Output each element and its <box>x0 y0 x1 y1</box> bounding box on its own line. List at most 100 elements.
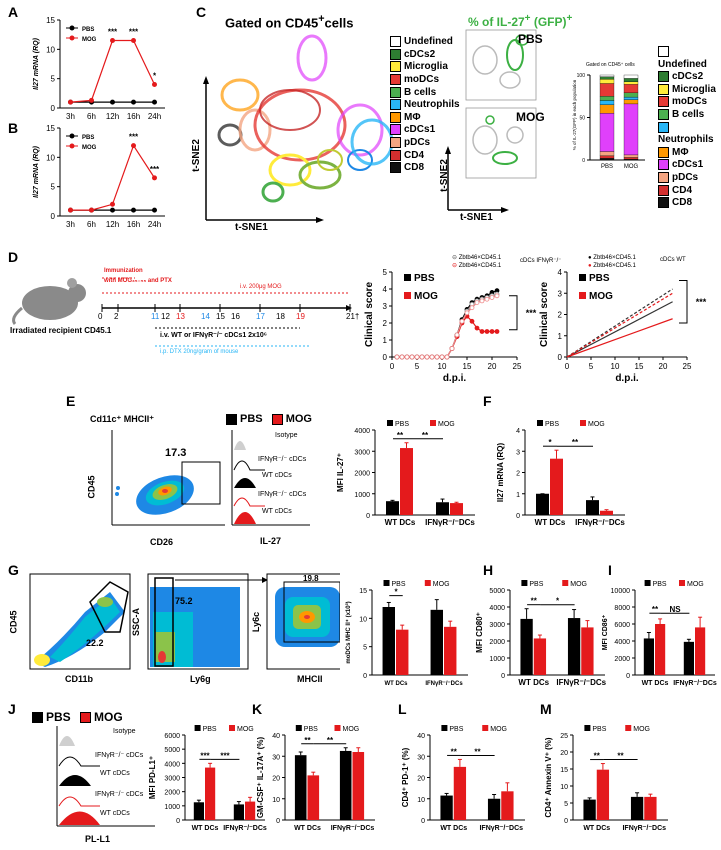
data-point <box>110 201 115 207</box>
tsne-mog-frame <box>465 107 537 179</box>
e-hist-label-2: WT cDCs <box>262 472 292 479</box>
j-hist-label-2: WT cDCs <box>100 770 130 777</box>
data-point <box>484 296 490 302</box>
data-point <box>429 354 435 360</box>
y-axis-label: GM-CSF⁺ IL-17A⁺ (%) <box>256 737 265 819</box>
data-point <box>439 354 445 360</box>
bar-mog <box>501 791 514 820</box>
legend-label: CD8 <box>672 197 693 209</box>
category-label: IFNγR⁻/⁻DCs <box>673 680 717 687</box>
legend-swatch <box>390 36 401 47</box>
c-bar-segment <box>599 74 615 77</box>
y-tick-label: 1 <box>558 332 563 341</box>
legend-marker <box>69 143 75 149</box>
bar-pbs <box>520 618 533 675</box>
data-point <box>469 301 475 307</box>
y-tick-label: 3 <box>558 289 563 298</box>
y-tick-label: 0 <box>501 673 505 680</box>
c-bar-segment <box>599 151 615 156</box>
legend-swatch-pbs <box>387 420 393 426</box>
data-point <box>394 354 400 360</box>
j-histograms: Isotype IFNγR⁻/⁻ cDCs WT cDCs IFNγR⁻/⁻ c… <box>55 726 160 846</box>
panel-label-l: L <box>398 701 407 717</box>
legend-item: pDCs <box>658 172 720 185</box>
data-point <box>429 354 435 360</box>
c-bar-segment <box>623 81 639 85</box>
x-tick-label: 10 <box>438 362 447 371</box>
panel-label-b: B <box>8 120 19 136</box>
bar-mog <box>596 769 610 820</box>
data-point <box>68 99 73 105</box>
sig-label: ** <box>474 747 481 756</box>
y-tick-label: 2 <box>558 311 563 320</box>
legend-swatch <box>390 48 401 60</box>
y-axis-label: MFI CD86⁺ <box>602 614 609 650</box>
j-hist-label-3: IFNγR⁻/⁻ cDCs <box>95 791 144 798</box>
chart-k: 0 10 20 30 40 WT DCs IFNγR⁻/⁻DCs ** ** PBS MOG GM-C… <box>256 725 375 832</box>
y-tick-label: 15 <box>560 767 568 774</box>
y-tick-label: 0 <box>564 818 568 825</box>
legend-swatch <box>658 109 669 121</box>
y-tick-label: 4000 <box>489 605 505 612</box>
c-legend-right: Undefined cDCs2 Microglia moDCs B cells Neutr… <box>658 46 720 210</box>
legend-swatch <box>390 86 401 98</box>
g-cd45: CD45 <box>8 610 19 634</box>
legend-label-mog: MOG <box>343 726 360 733</box>
y-tick-label: 4000 <box>354 428 370 435</box>
sig-bracket <box>679 280 688 324</box>
y-tick-label: 20 <box>272 776 280 783</box>
y-tick-label: 5 <box>383 268 388 277</box>
data-point <box>469 318 475 324</box>
g-ly6g: Ly6g <box>190 674 211 684</box>
panel-label-g: G <box>8 562 19 578</box>
timeline-number: 21† <box>346 312 360 321</box>
legend-swatch-pbs <box>194 725 201 731</box>
c-bar-segment <box>599 155 615 159</box>
data-point <box>131 38 136 44</box>
legend-swatch <box>658 96 669 108</box>
legend-label: Undefined <box>404 36 453 48</box>
y-tick-label: 0 <box>276 818 280 825</box>
legend-item: cDCs2 <box>390 48 460 62</box>
bar-pbs <box>536 493 549 515</box>
legend-label: Microglia <box>404 61 448 73</box>
panel-c: Gated on CD45+cells % of IL-27+ (GFP)+ <box>191 10 720 235</box>
legend-item: Microglia <box>390 61 460 74</box>
legend-label-pbs: PBS <box>449 726 463 733</box>
y-tick-label: 1000 <box>164 804 180 811</box>
legend-swatch <box>390 149 401 161</box>
data-point <box>454 332 460 338</box>
c-bar-segment <box>623 154 639 158</box>
y-tick-label: 0 <box>366 513 370 520</box>
c-tsne-svg <box>203 29 537 223</box>
c-title-left: Gated on CD45+cells <box>225 13 354 31</box>
data-point <box>152 207 157 213</box>
bar-mog <box>245 801 256 820</box>
data-point <box>414 354 420 360</box>
data-point <box>419 354 425 360</box>
y-tick-label: 3 <box>516 449 520 456</box>
y-tick-label: 20 <box>560 750 568 757</box>
legend-label: MΦ <box>404 111 421 123</box>
bar-mog <box>600 510 613 515</box>
y-axis-label: Clinical score <box>364 282 375 347</box>
legend-item: B cells <box>390 86 460 100</box>
c-stacked-bar-chart: 0 50 100 PBS MOG % of IL-27(GFP) in each popu… <box>572 73 645 170</box>
x-axis-label: d.p.i. <box>615 373 639 384</box>
y-tick-label: 0 <box>51 212 56 221</box>
data-point <box>439 354 445 360</box>
y-tick-label: 10 <box>46 45 55 54</box>
data-point <box>404 354 410 360</box>
bar-pbs <box>193 802 204 820</box>
data-point <box>424 354 430 360</box>
y-tick-label: 5 <box>363 645 367 652</box>
data-point <box>110 38 115 44</box>
sig-label: * <box>153 72 157 81</box>
c-tsne2-label: t-SNE2 <box>190 139 202 172</box>
data-point <box>444 354 450 360</box>
legend-swatch-mog <box>482 725 489 731</box>
category-label: IFNγR⁻/⁻DCs <box>425 681 463 687</box>
legend-label-pbs: PBS <box>395 421 409 428</box>
timeline-number: 0 <box>98 312 103 321</box>
j-hist-label-4: WT cDCs <box>100 810 130 817</box>
